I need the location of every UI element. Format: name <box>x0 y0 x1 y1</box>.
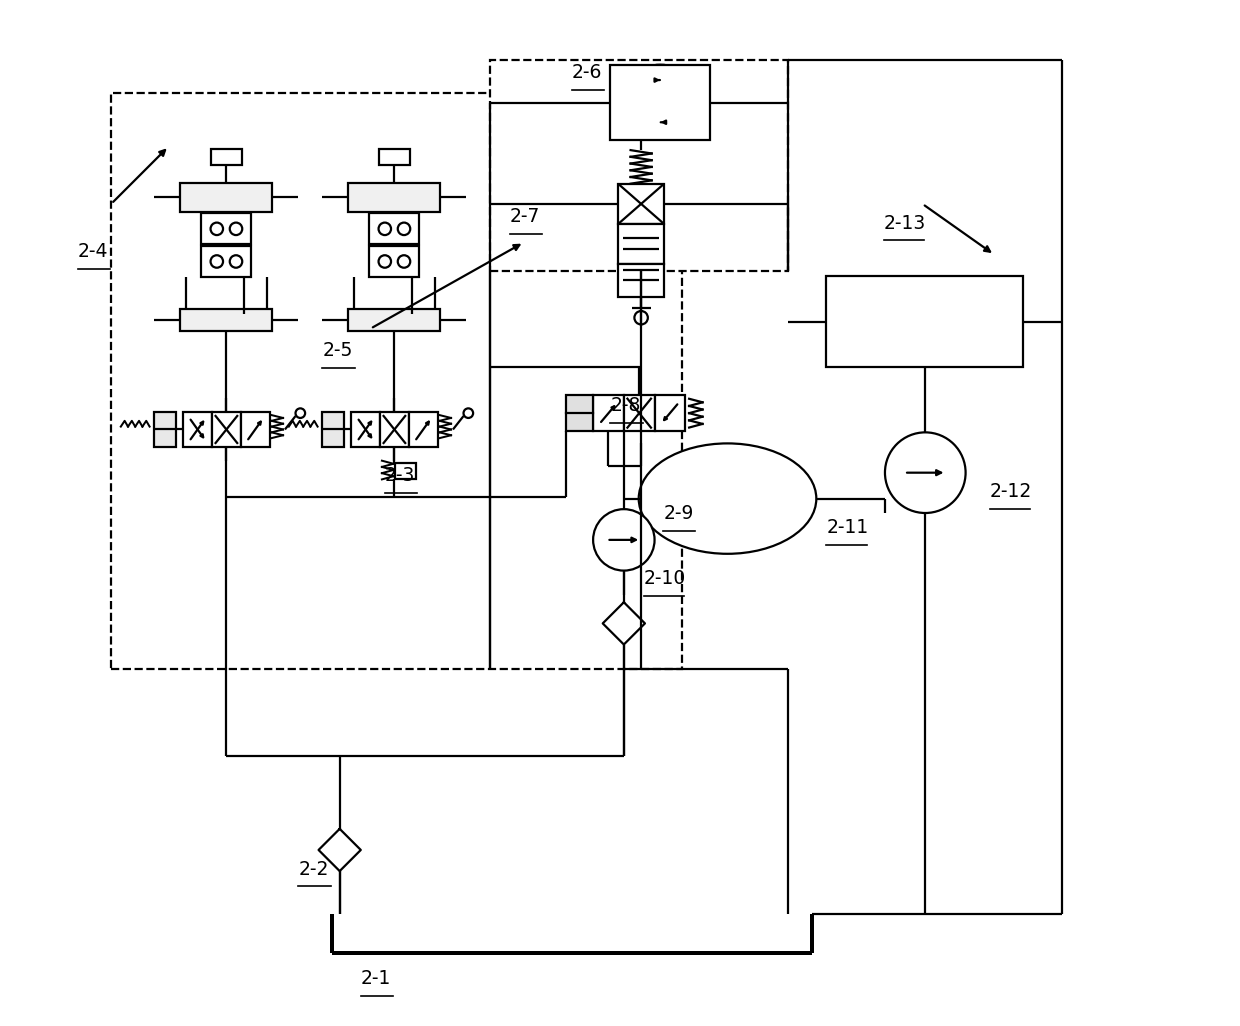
Bar <box>567 395 593 431</box>
Bar <box>624 395 655 431</box>
Bar <box>379 149 409 165</box>
Bar <box>322 412 343 446</box>
Circle shape <box>295 408 305 418</box>
Circle shape <box>211 223 223 235</box>
Bar <box>212 412 241 446</box>
Circle shape <box>593 509 655 570</box>
Circle shape <box>378 223 391 235</box>
Bar <box>348 183 440 211</box>
Text: 2-5: 2-5 <box>322 342 352 360</box>
Bar <box>211 149 242 165</box>
Text: 2-8: 2-8 <box>610 396 641 415</box>
Bar <box>180 183 273 211</box>
Bar <box>655 395 686 431</box>
Bar <box>618 224 665 265</box>
Bar <box>201 213 252 244</box>
Circle shape <box>229 223 242 235</box>
Bar <box>155 412 176 446</box>
Circle shape <box>885 432 966 513</box>
Bar <box>201 246 252 277</box>
Bar <box>593 395 624 431</box>
Text: 2-10: 2-10 <box>644 568 686 588</box>
Circle shape <box>378 255 391 268</box>
Circle shape <box>211 255 223 268</box>
Bar <box>184 412 212 446</box>
Circle shape <box>624 65 697 137</box>
Text: 2-2: 2-2 <box>299 860 329 878</box>
Bar <box>618 265 665 297</box>
Ellipse shape <box>639 443 816 554</box>
Text: 2-12: 2-12 <box>990 482 1032 502</box>
Text: 2-13: 2-13 <box>884 213 926 233</box>
Bar <box>351 412 379 446</box>
Text: 2-4: 2-4 <box>78 242 108 262</box>
Text: 2-7: 2-7 <box>510 207 539 226</box>
Circle shape <box>635 311 647 324</box>
Circle shape <box>464 408 474 418</box>
Bar <box>490 60 787 271</box>
Bar <box>348 310 440 330</box>
Bar <box>610 65 711 140</box>
Text: 2-1: 2-1 <box>361 970 391 988</box>
Text: 2-9: 2-9 <box>663 505 693 523</box>
Bar <box>826 276 1023 367</box>
Bar <box>409 412 438 446</box>
Circle shape <box>229 255 242 268</box>
Bar <box>370 246 419 277</box>
Bar <box>241 412 269 446</box>
Bar <box>396 463 417 479</box>
Bar <box>180 310 273 330</box>
Text: 2-6: 2-6 <box>572 63 603 82</box>
Bar <box>618 184 665 224</box>
Text: 2-3: 2-3 <box>384 466 415 485</box>
Circle shape <box>398 255 410 268</box>
Text: 2-11: 2-11 <box>826 518 869 537</box>
Bar <box>379 412 409 446</box>
Bar <box>370 213 419 244</box>
Bar <box>112 93 682 670</box>
Circle shape <box>398 223 410 235</box>
